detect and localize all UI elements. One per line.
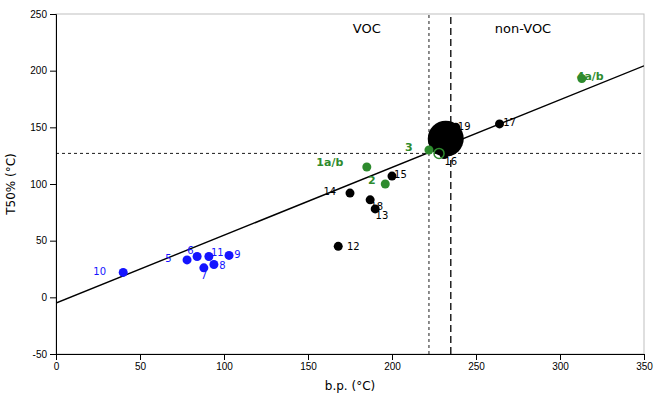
point [183,255,192,264]
tick: 250 [30,9,56,20]
reference-line [56,153,644,154]
tick-label: -50 [33,349,48,360]
tick-label: 200 [30,65,47,76]
x-axis: 0 50 100 150 200 250 300 350 [54,354,654,372]
point-label: 10 [93,266,106,277]
tick-mark [224,354,225,360]
point [225,251,234,260]
tick: 150 [30,122,56,133]
chart: 0 50 100 150 200 250 300 350 -50 0 50 100 150 200 250 b… [0,0,662,398]
tick-mark [50,127,56,128]
plot-frame [56,14,644,354]
y-axis: -50 0 50 100 150 200 250 [30,9,56,360]
point [424,146,433,155]
tick: 150 [300,354,317,372]
point-label: 3 [405,141,413,154]
point-label: 6 [187,245,193,256]
point-label: 9 [234,249,240,260]
point-label: 1a/b [316,156,343,169]
tick-label: 350 [636,361,653,372]
point-label: 14 [323,186,336,197]
point [209,260,218,269]
tick: 200 [30,65,56,76]
point-label: 12 [347,241,360,252]
tick: 200 [384,354,401,372]
point-label: 2 [368,174,376,187]
tick-label: 50 [135,361,147,372]
tick-mark [50,241,56,242]
tick: 100 [30,179,56,190]
tick-mark [392,354,393,360]
point-label: 16 [444,156,457,167]
reference-line [428,14,429,354]
tick: 100 [216,354,233,372]
point [119,268,128,277]
point-label: 13 [376,210,389,221]
axis-line [57,355,645,361]
y-axis-title: T50% (°C) [4,153,18,216]
tick-label: 150 [30,122,47,133]
tick-mark [644,354,645,360]
reference-line [450,14,451,354]
tick-mark [308,354,309,360]
tick-label: 100 [30,179,47,190]
tick: 50 [36,235,56,246]
annotation: non-VOC [495,21,551,36]
tick-label: 150 [300,361,317,372]
point-label: 7 [201,270,207,281]
point [434,148,444,158]
point-label: 15 [394,169,407,180]
tick: -50 [33,349,56,360]
tick: 0 [54,354,60,372]
tick-label: 0 [41,292,47,303]
tick: 350 [636,354,653,372]
tick-label: 50 [36,235,48,246]
point [193,252,202,261]
point-label: 11 [211,247,224,258]
tick-label: 250 [468,361,485,372]
point-label: 4a/b [577,70,604,83]
tick: 0 [41,292,56,303]
tick-label: 0 [54,361,60,372]
tick-mark [50,354,56,355]
tick: 50 [135,354,147,372]
point-label: 19 [458,121,471,132]
tick: 250 [468,354,485,372]
plot-area [56,14,644,354]
annotation: VOC [353,21,381,36]
point [346,189,355,198]
tick-mark [50,71,56,72]
point [334,242,343,251]
tick-mark [50,184,56,185]
tick-mark [50,297,56,298]
labels: 10561178912141813151619171a/b234a/bVOCno… [93,21,604,282]
tick-mark [140,354,141,360]
tick-mark [560,354,561,360]
tick: 300 [552,354,569,372]
tick-label: 200 [384,361,401,372]
tick-mark [476,354,477,360]
point [362,163,371,172]
tick-label: 250 [30,9,47,20]
x-axis-title: b.p. (°C) [325,379,375,393]
point [381,180,390,189]
regression-line [56,66,644,303]
tick-mark [50,14,56,15]
tick-label: 100 [216,361,233,372]
point-label: 17 [503,117,516,128]
point-label: 8 [219,260,225,271]
point-label: 5 [165,253,171,264]
tick-label: 300 [552,361,569,372]
